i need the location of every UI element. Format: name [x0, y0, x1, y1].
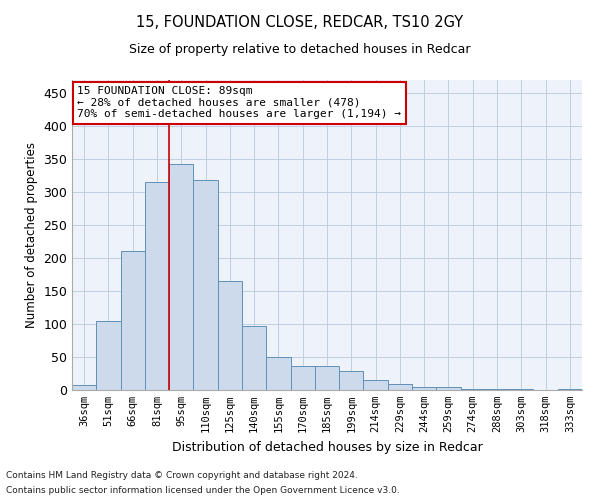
- Bar: [72, 386, 96, 390]
- Text: 15, FOUNDATION CLOSE, REDCAR, TS10 2GY: 15, FOUNDATION CLOSE, REDCAR, TS10 2GY: [136, 15, 464, 30]
- Bar: [315, 366, 339, 390]
- Y-axis label: Number of detached properties: Number of detached properties: [25, 142, 38, 328]
- Bar: [339, 371, 364, 390]
- Bar: [121, 252, 145, 390]
- Bar: [193, 180, 218, 390]
- Bar: [169, 164, 193, 390]
- Bar: [364, 380, 388, 390]
- Bar: [242, 326, 266, 390]
- X-axis label: Distribution of detached houses by size in Redcar: Distribution of detached houses by size …: [172, 440, 482, 454]
- Bar: [461, 388, 485, 390]
- Text: 15 FOUNDATION CLOSE: 89sqm
← 28% of detached houses are smaller (478)
70% of sem: 15 FOUNDATION CLOSE: 89sqm ← 28% of deta…: [77, 86, 401, 120]
- Bar: [388, 384, 412, 390]
- Bar: [266, 357, 290, 390]
- Bar: [218, 281, 242, 390]
- Bar: [145, 182, 169, 390]
- Bar: [96, 320, 121, 390]
- Text: Contains public sector information licensed under the Open Government Licence v3: Contains public sector information licen…: [6, 486, 400, 495]
- Bar: [436, 388, 461, 390]
- Text: Size of property relative to detached houses in Redcar: Size of property relative to detached ho…: [129, 42, 471, 56]
- Text: Contains HM Land Registry data © Crown copyright and database right 2024.: Contains HM Land Registry data © Crown c…: [6, 471, 358, 480]
- Bar: [412, 386, 436, 390]
- Bar: [290, 366, 315, 390]
